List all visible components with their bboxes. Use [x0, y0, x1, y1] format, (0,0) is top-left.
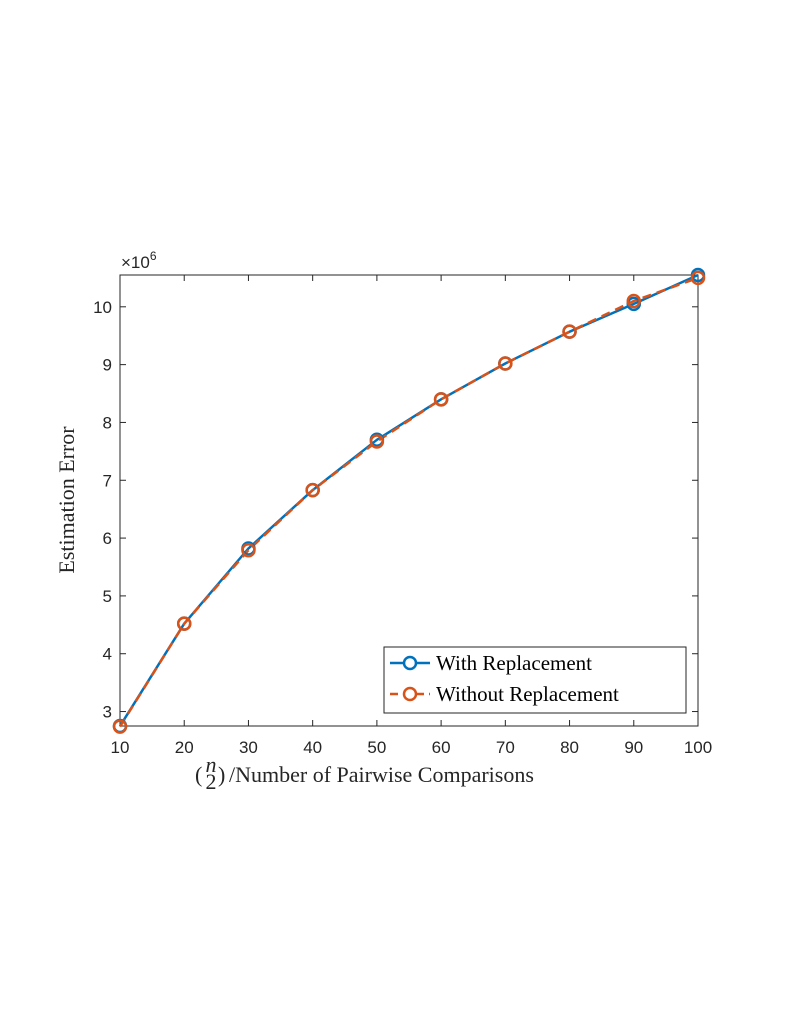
y-tick-label: 5 — [103, 587, 112, 606]
x-tick-label: 10 — [111, 738, 130, 757]
y-tick-label: 7 — [103, 471, 112, 490]
y-axis-multiplier-base: ×10 — [121, 253, 150, 272]
y-axis-label: Estimation Error — [54, 426, 79, 574]
x-tick-label: 80 — [560, 738, 579, 757]
y-tick-label: 4 — [103, 645, 112, 664]
x-axis-label: ( n 2 ) /Number of Pairwise Comparisons — [195, 752, 534, 794]
x-label-rest: /Number of Pairwise Comparisons — [229, 762, 534, 787]
x-label-paren-right: ) — [218, 762, 225, 787]
data-point-1 — [112, 719, 128, 734]
data-point-1 — [433, 392, 449, 407]
legend-marker-0 — [402, 655, 418, 671]
data-point-1 — [305, 482, 320, 498]
x-tick-label: 100 — [684, 738, 712, 757]
data-point-1 — [369, 434, 385, 449]
x-tick-label: 50 — [367, 738, 386, 757]
x-tick-label: 20 — [175, 738, 194, 757]
data-point-1 — [241, 542, 256, 558]
data-point-1 — [176, 616, 192, 631]
x-tick-label: 60 — [432, 738, 451, 757]
series-line-1 — [118, 276, 699, 728]
legend-box — [383, 646, 687, 714]
data-point-1 — [562, 324, 577, 339]
legend-label-0: With Replacement — [436, 651, 592, 675]
data-point-1 — [690, 270, 706, 286]
legend-marker-1 — [402, 686, 418, 702]
y-tick-label: 6 — [103, 529, 112, 548]
y-tick-label: 9 — [103, 356, 112, 375]
x-tick-label: 70 — [496, 738, 515, 757]
series-layer — [112, 267, 706, 734]
data-point-1 — [498, 356, 513, 371]
y-tick-label: 10 — [93, 298, 112, 317]
y-axis-multiplier-exponent: 6 — [150, 249, 157, 263]
x-tick-label: 40 — [303, 738, 322, 757]
x-axis: 10 20 30 40 50 60 70 80 90 100 — [111, 275, 712, 757]
y-axis-multiplier: ×106 — [121, 249, 157, 272]
legend-label-1: Without Replacement — [436, 682, 619, 706]
y-tick-label: 8 — [103, 413, 112, 432]
x-label-paren-left: ( — [195, 762, 202, 787]
legend: With Replacement Without Replacement — [383, 646, 687, 714]
x-tick-label: 90 — [624, 738, 643, 757]
data-point-1 — [626, 293, 642, 309]
y-axis: 3 4 5 6 7 8 9 10 — [93, 298, 698, 722]
x-label-binom-bottom: 2 — [206, 769, 217, 794]
x-tick-label: 30 — [239, 738, 258, 757]
y-tick-label: 3 — [103, 703, 112, 722]
x-label-binom-top: n — [206, 752, 217, 777]
